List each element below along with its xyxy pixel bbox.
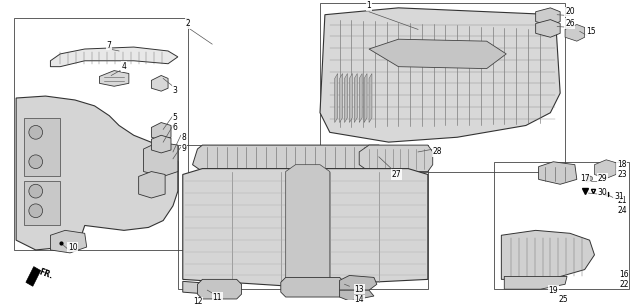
Text: 20: 20 [565,7,575,16]
Polygon shape [143,142,178,177]
Text: 9: 9 [181,144,186,154]
Polygon shape [24,118,60,177]
Polygon shape [504,276,567,289]
Polygon shape [320,8,560,142]
Text: 3: 3 [173,86,177,95]
Polygon shape [152,122,171,140]
Text: 8: 8 [181,133,186,142]
Text: 17: 17 [580,174,589,183]
Circle shape [29,155,43,169]
Polygon shape [139,172,165,198]
Text: 12: 12 [193,297,202,306]
Text: 24: 24 [617,206,627,215]
Text: 4: 4 [122,62,126,71]
Polygon shape [152,135,171,153]
Polygon shape [51,230,86,253]
Polygon shape [193,145,388,172]
Circle shape [29,184,43,198]
Polygon shape [536,20,560,37]
Text: 25: 25 [558,296,568,304]
Polygon shape [536,8,560,25]
Polygon shape [565,24,585,41]
Circle shape [29,125,43,139]
Polygon shape [183,169,428,286]
Text: 30: 30 [598,188,607,197]
Text: 21: 21 [617,196,627,205]
Polygon shape [369,73,372,122]
Text: 2: 2 [186,19,190,28]
Polygon shape [539,162,577,184]
Polygon shape [26,267,40,286]
Polygon shape [281,278,344,297]
Text: 11: 11 [212,293,222,301]
Polygon shape [340,275,377,290]
Text: 1: 1 [367,2,371,10]
Text: FR.: FR. [38,268,54,281]
Text: 15: 15 [586,27,595,36]
Text: 29: 29 [598,174,607,183]
Polygon shape [364,73,367,122]
Text: 27: 27 [392,170,401,179]
Polygon shape [355,73,357,122]
Polygon shape [183,281,232,296]
Polygon shape [359,73,362,122]
Polygon shape [198,279,241,299]
Text: 10: 10 [68,243,78,252]
Polygon shape [340,73,342,122]
Text: 23: 23 [617,170,627,179]
Polygon shape [359,145,433,172]
Text: 6: 6 [173,123,177,132]
Text: 31: 31 [614,192,624,200]
Text: 26: 26 [565,19,575,28]
Polygon shape [285,165,330,286]
Polygon shape [51,47,178,67]
Text: 14: 14 [355,296,364,304]
Polygon shape [369,39,506,69]
Polygon shape [349,73,353,122]
Text: 5: 5 [173,113,177,122]
Polygon shape [340,290,374,301]
Text: 19: 19 [548,286,558,295]
Circle shape [29,204,43,218]
Polygon shape [16,96,178,250]
Text: 18: 18 [617,160,627,169]
Polygon shape [344,73,348,122]
Polygon shape [501,230,595,279]
Text: 28: 28 [433,147,442,156]
Text: 16: 16 [619,270,628,279]
Text: 13: 13 [355,285,364,294]
Polygon shape [24,181,60,226]
Polygon shape [335,73,338,122]
Polygon shape [152,76,168,91]
Text: 7: 7 [107,41,112,50]
Polygon shape [595,160,616,178]
Polygon shape [99,71,129,86]
Text: 22: 22 [619,280,628,289]
